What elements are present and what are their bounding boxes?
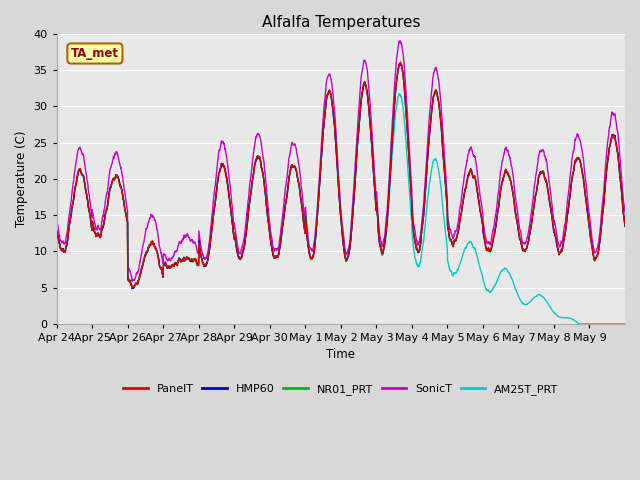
AM25T_PRT — [575, 321, 582, 327]
HMP60 — [109, 176, 117, 181]
AM25T_PRT — [109, 176, 117, 182]
Legend: PanelT, HMP60, NR01_PRT, SonicT, AM25T_PRT: PanelT, HMP60, NR01_PRT, SonicT, AM25T_P… — [118, 380, 563, 399]
SonicT — [614, 128, 621, 134]
NR01_PRT — [614, 149, 621, 155]
NR01_PRT — [513, 216, 520, 222]
PanelT — [232, 244, 240, 250]
AM25T_PRT — [545, 301, 552, 307]
Text: TA_met: TA_met — [71, 47, 119, 60]
Title: Alfalfa Temperatures: Alfalfa Temperatures — [262, 15, 420, 30]
SonicT — [232, 235, 240, 240]
Y-axis label: Temperature (C): Temperature (C) — [15, 131, 28, 227]
NR01_PRT — [53, 228, 61, 234]
AM25T_PRT — [513, 288, 520, 294]
AM25T_PRT — [376, 238, 383, 244]
PanelT — [109, 176, 117, 181]
HMP60 — [376, 237, 383, 243]
PanelT — [397, 59, 404, 65]
Line: SonicT: SonicT — [57, 41, 625, 281]
AM25T_PRT — [53, 229, 61, 235]
NR01_PRT — [397, 61, 404, 67]
SonicT — [545, 173, 552, 179]
PanelT — [128, 285, 136, 290]
NR01_PRT — [232, 244, 240, 250]
HMP60 — [545, 192, 552, 197]
NR01_PRT — [109, 175, 117, 181]
HMP60 — [397, 60, 404, 66]
PanelT — [614, 149, 621, 155]
AM25T_PRT — [614, 321, 621, 327]
X-axis label: Time: Time — [326, 348, 355, 361]
AM25T_PRT — [621, 321, 629, 327]
NR01_PRT — [621, 222, 629, 228]
HMP60 — [130, 286, 138, 291]
AM25T_PRT — [361, 80, 369, 86]
SonicT — [53, 218, 61, 224]
PanelT — [513, 216, 520, 222]
SonicT — [513, 202, 520, 208]
SonicT — [621, 210, 629, 216]
PanelT — [376, 238, 383, 243]
NR01_PRT — [376, 236, 383, 241]
SonicT — [129, 278, 136, 284]
NR01_PRT — [545, 192, 552, 198]
PanelT — [621, 222, 629, 228]
Line: NR01_PRT: NR01_PRT — [57, 64, 625, 288]
Line: AM25T_PRT: AM25T_PRT — [57, 83, 625, 324]
AM25T_PRT — [232, 242, 240, 248]
HMP60 — [621, 224, 629, 229]
NR01_PRT — [129, 286, 136, 291]
HMP60 — [53, 229, 61, 235]
PanelT — [53, 228, 61, 234]
PanelT — [545, 191, 552, 197]
SonicT — [109, 154, 117, 159]
HMP60 — [232, 244, 240, 250]
HMP60 — [614, 149, 621, 155]
HMP60 — [513, 216, 520, 222]
SonicT — [397, 38, 404, 44]
Line: HMP60: HMP60 — [57, 63, 625, 288]
Line: PanelT: PanelT — [57, 62, 625, 288]
SonicT — [376, 228, 383, 233]
